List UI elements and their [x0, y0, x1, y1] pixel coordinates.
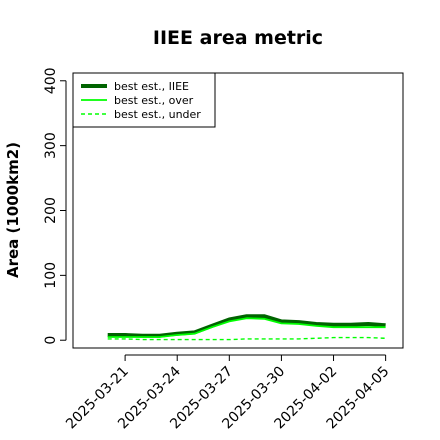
legend-label-0: best est., IIEE [114, 80, 189, 93]
legend-label-2: best est., under [114, 108, 201, 121]
legend-box [72, 72, 216, 128]
chart-title: IIEE area metric [153, 27, 323, 49]
y-axis: 0 100 200 300 400 [43, 67, 67, 345]
y-tick-label: 300 [43, 132, 59, 159]
y-tick-label: 0 [43, 336, 59, 345]
series-layer [107, 314, 386, 341]
y-tick-label: 200 [43, 197, 59, 224]
legend-label-1: best est., over [114, 94, 194, 107]
series-line-2 [107, 336, 386, 341]
y-axis-label: Area (1000km2) [4, 142, 22, 278]
x-axis: 2025-03-212025-03-242025-03-272025-03-30… [63, 354, 392, 432]
y-tick-label: 400 [43, 67, 59, 94]
series-line-1 [107, 317, 386, 338]
series-line-0 [107, 314, 386, 338]
y-tick-label: 100 [43, 262, 59, 289]
plot-frame [72, 72, 404, 349]
